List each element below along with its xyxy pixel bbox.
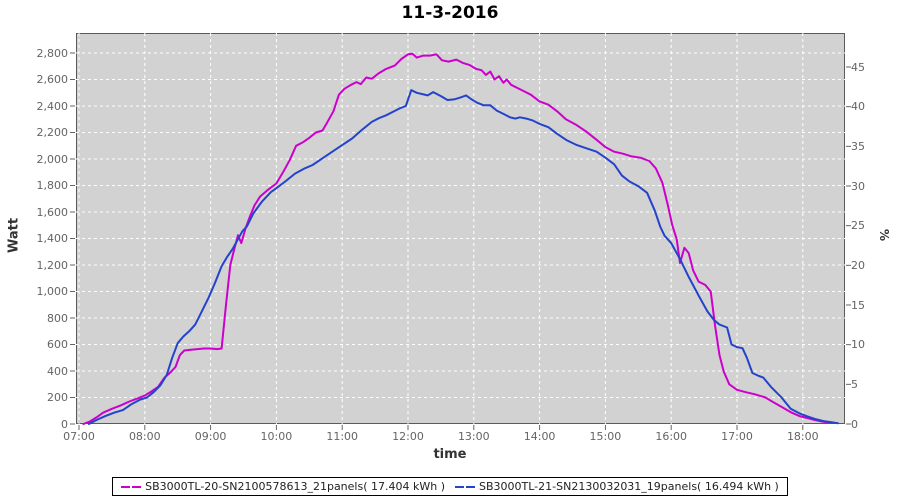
y-axis-tick-label: 2,800	[36, 46, 69, 60]
y-axis-tick-label: 600	[47, 338, 68, 351]
y-axis-tick-label: 1,800	[36, 179, 69, 192]
x-axis-tick-label: 12:00	[392, 430, 424, 443]
y-axis-tick-label: 2,000	[36, 152, 69, 166]
x-axis-tick-label: 18:00	[786, 430, 819, 443]
y-axis-tick-label: 2,400	[36, 99, 69, 113]
x-axis-tick-label: 16:00	[655, 430, 688, 443]
x-axis-tick-label: 17:00	[721, 430, 753, 443]
right-axis-tick-label: 5	[851, 377, 858, 391]
chart-title: 11-3-2016	[401, 3, 499, 23]
right-axis-tick-label: 45	[851, 60, 865, 74]
right-axis-tick-label: 40	[851, 100, 865, 114]
x-axis-title: time	[433, 447, 467, 462]
right-axis-tick-label: 35	[851, 139, 865, 153]
y-axis-tick-label: 800	[47, 311, 68, 325]
y-axis-tick-label: 1,400	[36, 232, 69, 245]
y-axis-tick-label: 2,600	[36, 73, 69, 86]
y-axis-tick-label: 1,600	[36, 205, 69, 219]
y-axis-tick-label: 200	[47, 391, 68, 404]
legend-label: SB3000TL-20-SN2100578613_21panels( 17.40…	[145, 480, 445, 493]
right-axis-tick-label: 10	[851, 338, 865, 352]
legend-entry-sb3000tl-21: SB3000TL-21-SN2130032031_19panels( 16.49…	[455, 480, 779, 493]
y-axis-tick-label: 1,200	[36, 258, 69, 272]
y-axis-tick-label: 2,200	[36, 126, 69, 139]
series-line-0	[82, 52, 833, 425]
y-axis-tick-label: 0	[61, 417, 68, 431]
blue-line-swatch	[455, 485, 475, 488]
right-axis-tick-label: 30	[851, 179, 865, 193]
x-axis-tick-label: 08:00	[128, 430, 161, 443]
right-axis-tick-label: 25	[851, 219, 865, 233]
right-axis-tick-label: 20	[851, 258, 865, 272]
plot-svg	[70, 33, 851, 430]
x-axis-tick-label: 13:00	[457, 430, 490, 443]
magenta-line-swatch	[121, 485, 142, 488]
x-axis-tick-label: 15:00	[589, 430, 622, 443]
right-axis-tick-label: 15	[851, 298, 865, 312]
x-axis-tick-label: 07:00	[63, 430, 95, 443]
x-axis-tick-label: 11:00	[326, 430, 359, 443]
x-axis-tick-label: 14:00	[523, 430, 556, 443]
legend-label: SB3000TL-21-SN2130032031_19panels( 16.49…	[479, 480, 779, 493]
x-axis-tick-label: 09:00	[194, 430, 227, 443]
right-axis-tick-label: 0	[851, 417, 858, 431]
x-axis-tick-label: 10:00	[260, 430, 293, 443]
y-axis-tick-label: 400	[47, 364, 68, 378]
y-axis-tick-label: 1,000	[36, 285, 69, 298]
legend-entry-sb3000tl-20: SB3000TL-20-SN2100578613_21panels( 17.40…	[121, 480, 445, 493]
series-line-1	[87, 89, 839, 425]
right-axis-title: %	[877, 228, 891, 242]
legend: SB3000TL-20-SN2100578613_21panels( 17.40…	[112, 477, 788, 496]
